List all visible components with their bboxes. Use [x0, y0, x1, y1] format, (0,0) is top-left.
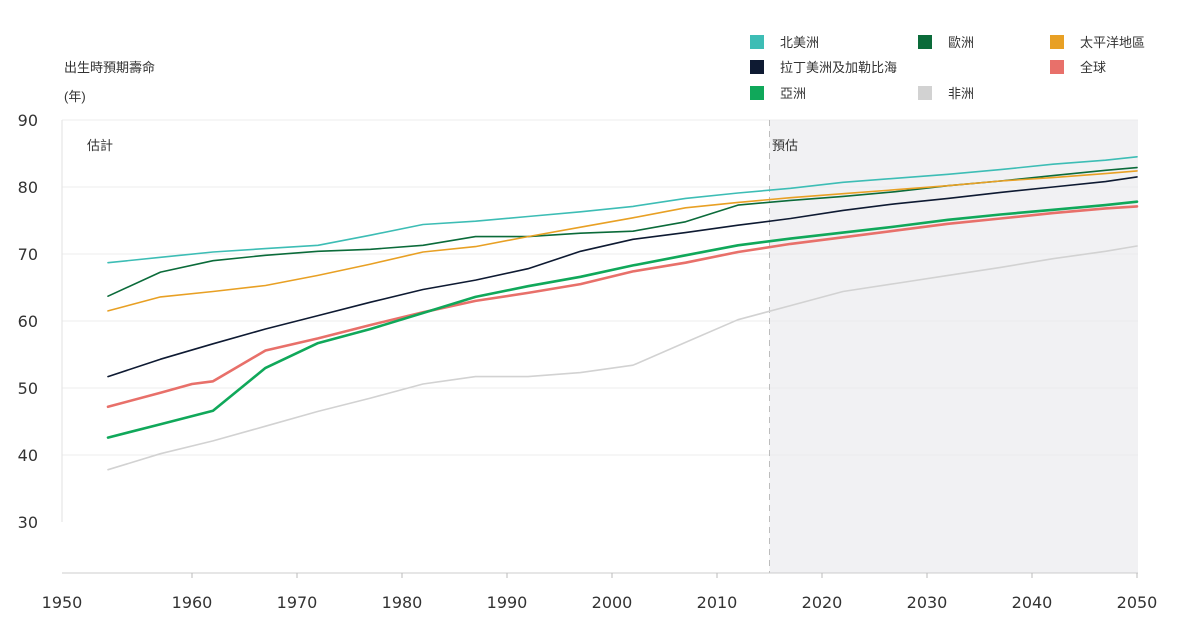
y-tick-label: 70: [18, 245, 38, 264]
legend-label: 亞洲: [780, 86, 807, 101]
legend-label: 全球: [1080, 60, 1107, 75]
x-tick-label: 2050: [1117, 593, 1158, 612]
y-tick-label: 60: [18, 312, 38, 331]
x-tick-label: 2020: [802, 593, 843, 612]
x-tick-label: 2010: [697, 593, 738, 612]
series-line: [107, 156, 1138, 264]
x-tick-label: 1980: [382, 593, 423, 612]
x-tick-label: 2030: [907, 593, 948, 612]
y-tick-label: 50: [18, 379, 38, 398]
y-tick-label: 40: [18, 446, 38, 465]
legend-item-africa: 非洲: [918, 83, 974, 102]
series-line: [107, 245, 1138, 471]
legend-item-latin-america: 拉丁美洲及加勒比海: [750, 57, 897, 76]
x-tick-label: 1960: [172, 593, 213, 612]
legend-label: 歐洲: [948, 35, 975, 50]
legend-item-north-america: 北美洲: [750, 32, 819, 51]
x-tick-label: 1990: [487, 593, 528, 612]
legend-item-europe: 歐洲: [918, 32, 974, 51]
legend-swatch: [750, 59, 764, 74]
y-tick-label: 80: [18, 178, 38, 197]
legend-item-pacific: 太平洋地區: [1050, 32, 1145, 51]
legend-swatch: [918, 34, 932, 49]
legend-swatch: [1050, 34, 1064, 49]
legend-swatch: [750, 34, 764, 49]
x-tick-label: 2040: [1012, 593, 1053, 612]
legend-swatch: [1050, 59, 1064, 74]
x-tick-label: 2000: [592, 593, 633, 612]
series-line: [107, 176, 1138, 378]
x-tick-label: 1950: [42, 593, 83, 612]
y-axis-unit: (年): [64, 89, 86, 104]
legend-label: 太平洋地區: [1080, 35, 1146, 50]
legend-label: 拉丁美洲及加勒比海: [780, 60, 898, 75]
x-tick-label: 1970: [277, 593, 318, 612]
legend-item-world: 全球: [1050, 57, 1106, 76]
series-line: [107, 170, 1138, 312]
legend-label: 北美洲: [780, 35, 820, 50]
y-tick-label: 90: [18, 111, 38, 130]
legend-swatch: [918, 85, 932, 100]
estimate-region-label: 估計: [87, 138, 114, 153]
legend-item-asia: 亞洲: [750, 83, 806, 102]
forecast-region: [769, 120, 1138, 573]
legend-label: 非洲: [948, 86, 975, 101]
y-axis-label: 出生時預期壽命: [64, 60, 156, 75]
legend-swatch: [750, 85, 764, 100]
forecast-region-label: 預估: [772, 138, 799, 153]
series-line: [106, 205, 1139, 409]
series-line: [106, 200, 1139, 439]
y-tick-label: 30: [18, 513, 38, 532]
